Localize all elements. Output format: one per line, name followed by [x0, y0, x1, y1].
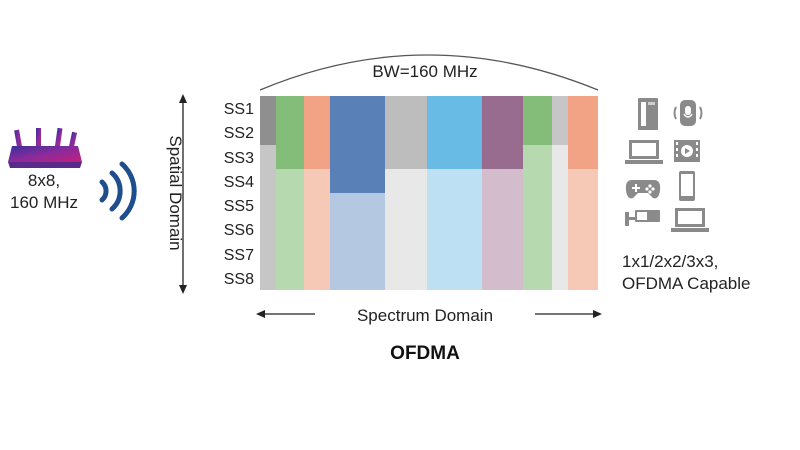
video-player-icon [674, 140, 700, 162]
bandwidth-arc [259, 54, 599, 91]
resource-unit-block [523, 96, 552, 145]
spatial-stream-label: SS2 [223, 125, 254, 143]
resource-unit-block [552, 144, 568, 290]
client-mimo-config: 1x1/2x2/3x3, [622, 252, 719, 271]
resource-unit-block [568, 96, 598, 169]
bandwidth-label: BW=160 MHz [372, 62, 478, 81]
spatial-stream-label: SS8 [223, 270, 254, 288]
spatial-stream-label: SS7 [223, 246, 254, 264]
resource-unit-block [260, 144, 276, 290]
resource-unit-block [523, 144, 552, 290]
client-devices [622, 96, 712, 236]
resource-unit-block [552, 96, 568, 145]
security-camera-icon [625, 210, 660, 226]
resource-unit-block [385, 168, 427, 290]
resource-unit-block [482, 168, 523, 290]
spatial-axis-arrow [179, 94, 187, 294]
resource-unit-block [482, 96, 523, 169]
resource-unit-block [330, 193, 385, 290]
resource-unit-grid [260, 96, 598, 290]
router-caption: 8x8, 160 MHz [0, 170, 88, 214]
spatial-domain-label: Spatial Domain [166, 135, 185, 251]
diagram-title: OFDMA [390, 343, 460, 364]
laptop-icon [625, 140, 663, 164]
smart-speaker-icon [673, 100, 703, 126]
resource-unit-block [427, 96, 482, 169]
client-ofdma-capable: OFDMA Capable [622, 274, 751, 293]
resource-unit-block [260, 96, 276, 145]
resource-unit-block [568, 168, 598, 290]
resource-unit-block [276, 96, 304, 169]
resource-unit-block [304, 96, 330, 169]
game-controller-icon [625, 180, 661, 199]
spatial-stream-label: SS4 [223, 173, 254, 191]
resource-unit-block [330, 96, 385, 193]
client-capability-caption: 1x1/2x2/3x3, OFDMA Capable [622, 251, 800, 295]
resource-unit-block [276, 168, 304, 290]
wireless-signal-icon [99, 161, 137, 221]
resource-unit-block [385, 96, 427, 169]
laptop-icon [671, 208, 709, 232]
spatial-stream-label: SS3 [223, 149, 254, 167]
smartphone-icon [679, 171, 695, 201]
router-antenna-config: 8x8, [27, 171, 61, 190]
spatial-stream-label: SS1 [223, 101, 254, 119]
router-icon [8, 128, 82, 168]
router-bandwidth: 160 MHz [9, 193, 79, 212]
spatial-stream-label: SS5 [223, 198, 254, 216]
resource-unit-block [427, 168, 482, 290]
spectrum-domain-label: Spectrum Domain [315, 306, 535, 326]
resource-unit-block [304, 168, 330, 290]
spatial-stream-label: SS6 [223, 222, 254, 240]
desktop-tower-icon [638, 98, 658, 130]
